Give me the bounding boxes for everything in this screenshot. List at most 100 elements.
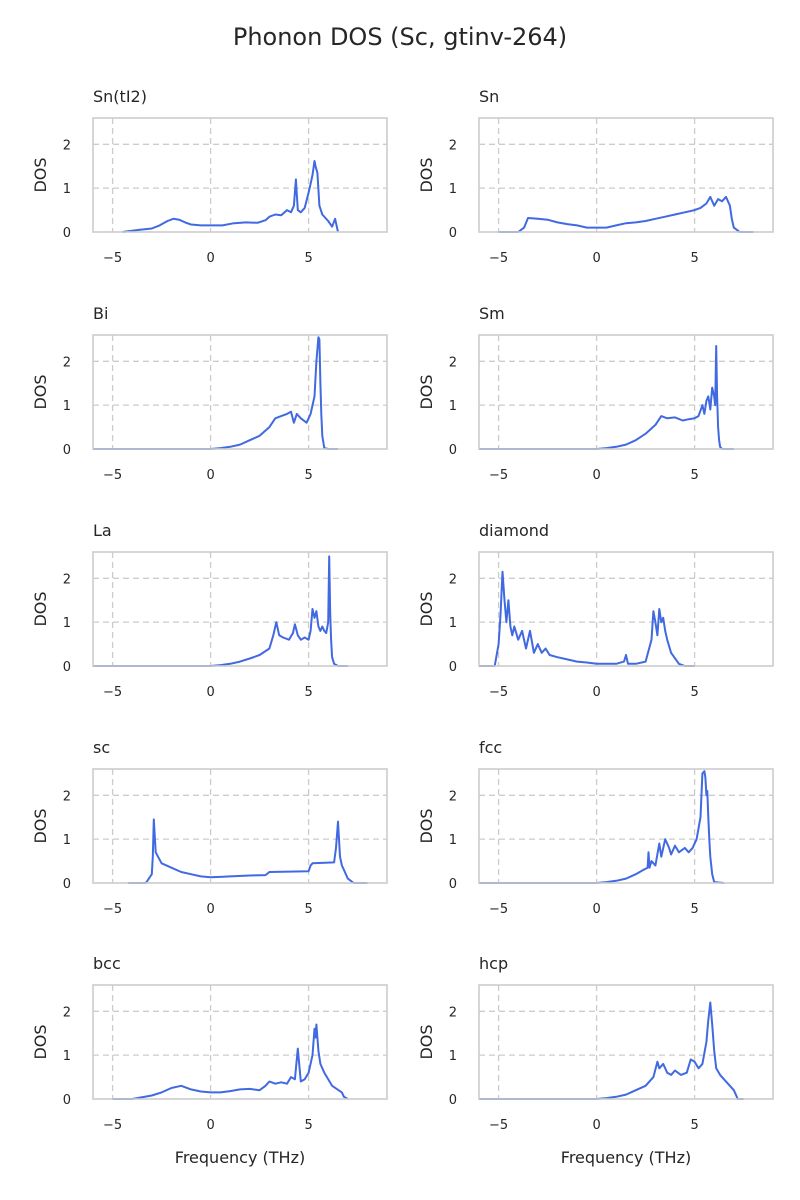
x-tick-label: −5 (489, 902, 508, 917)
x-tick-label: −5 (489, 251, 508, 266)
panel-title: Sn(tI2) (93, 87, 147, 106)
plot-frame (92, 551, 388, 667)
y-tick-label: 2 (63, 1005, 71, 1020)
y-tick-label: 1 (449, 1049, 457, 1064)
y-tick-label: 1 (449, 616, 457, 631)
panel-9: −5 0 5 0 1 2 bcc DOS Frequency (THz) (31, 954, 388, 1167)
panel-title: hcp (479, 954, 508, 973)
x-tick-label: 0 (592, 685, 600, 700)
y-tick-label: 2 (63, 572, 71, 587)
dos-series-line (93, 555, 348, 667)
panel-5: −5 0 5 0 1 2 La DOS (31, 521, 388, 700)
panel-title: sc (93, 738, 110, 757)
x-tick-label: 5 (304, 251, 312, 266)
y-tick-label: 1 (63, 1049, 71, 1064)
y-tick-label: 2 (63, 138, 71, 153)
y-tick-label: 2 (449, 789, 457, 804)
y-tick-label: 1 (449, 833, 457, 848)
x-tick-label: −5 (103, 902, 122, 917)
panel-title: diamond (479, 521, 549, 540)
panel-8: −5 0 5 0 1 2 fcc DOS (417, 738, 774, 917)
panel-6: −5 0 5 0 1 2 diamond DOS (417, 521, 774, 700)
plot-frame (478, 117, 774, 233)
panel-7: −5 0 5 0 1 2 sc DOS (31, 738, 388, 917)
x-tick-label: 0 (592, 902, 600, 917)
x-tick-label: 0 (206, 902, 214, 917)
x-tick-label: 5 (690, 251, 698, 266)
y-axis-label: DOS (31, 157, 50, 192)
x-tick-label: 0 (206, 251, 214, 266)
panel-4: −5 0 5 0 1 2 Sm DOS (417, 304, 774, 483)
y-axis-label: DOS (417, 808, 436, 843)
x-tick-label: 5 (304, 468, 312, 483)
y-tick-label: 1 (449, 399, 457, 414)
x-axis-label: Frequency (THz) (175, 1148, 305, 1167)
x-tick-label: 0 (206, 685, 214, 700)
x-axis-label: Frequency (THz) (561, 1148, 691, 1167)
panel-2: −5 0 5 0 1 2 Sn DOS (417, 87, 774, 266)
dos-series-line (498, 195, 754, 233)
dos-series-line (479, 570, 695, 667)
plot-frame (92, 984, 388, 1100)
y-tick-label: 1 (63, 616, 71, 631)
x-tick-label: −5 (489, 685, 508, 700)
y-tick-label: 0 (449, 226, 457, 241)
x-tick-label: −5 (103, 1118, 122, 1133)
y-axis-label: DOS (31, 808, 50, 843)
plot-frame (92, 334, 388, 450)
plot-frame (92, 117, 388, 233)
plot-frame (478, 551, 774, 667)
y-axis-label: DOS (417, 1024, 436, 1059)
panel-title: Sn (479, 87, 499, 106)
y-axis-label: DOS (31, 374, 50, 409)
panel-title: La (93, 521, 112, 540)
x-tick-label: 5 (304, 685, 312, 700)
y-axis-label: DOS (417, 374, 436, 409)
y-tick-label: 0 (449, 1093, 457, 1108)
y-tick-label: 0 (449, 877, 457, 892)
y-tick-label: 0 (63, 443, 71, 458)
y-tick-label: 0 (63, 877, 71, 892)
x-tick-label: 0 (592, 251, 600, 266)
x-tick-label: 5 (690, 468, 698, 483)
dos-series-line (479, 345, 734, 450)
panel-10: −5 0 5 0 1 2 hcp DOS Frequency (THz) (417, 954, 774, 1167)
dos-series-line (479, 770, 725, 884)
panel-title: Bi (93, 304, 108, 323)
panel-title: bcc (93, 954, 121, 973)
y-tick-label: 2 (63, 355, 71, 370)
y-tick-label: 0 (449, 660, 457, 675)
x-tick-label: −5 (103, 251, 122, 266)
x-tick-label: 5 (690, 685, 698, 700)
y-tick-label: 1 (63, 833, 71, 848)
plot-frame (478, 334, 774, 450)
figure-title: Phonon DOS (Sc, gtinv-264) (233, 23, 567, 51)
plot-frame (478, 768, 774, 884)
y-tick-label: 1 (63, 182, 71, 197)
x-tick-label: 0 (592, 468, 600, 483)
y-tick-label: 2 (449, 1005, 457, 1020)
y-tick-label: 2 (63, 789, 71, 804)
y-tick-label: 0 (63, 660, 71, 675)
x-tick-label: −5 (489, 468, 508, 483)
y-tick-label: 2 (449, 572, 457, 587)
y-tick-label: 0 (63, 226, 71, 241)
panel-1: −5 0 5 0 1 2 Sn(tI2) DOS (31, 87, 388, 266)
x-tick-label: −5 (489, 1118, 508, 1133)
plot-frame (92, 768, 388, 884)
y-tick-label: 1 (449, 182, 457, 197)
y-tick-label: 0 (449, 443, 457, 458)
dos-series-line (128, 818, 368, 884)
x-tick-label: 5 (690, 902, 698, 917)
panel-title: Sm (479, 304, 505, 323)
y-tick-label: 0 (63, 1093, 71, 1108)
x-tick-label: 5 (304, 902, 312, 917)
x-tick-label: 0 (206, 468, 214, 483)
x-tick-label: −5 (103, 685, 122, 700)
x-tick-label: 0 (592, 1118, 600, 1133)
x-tick-label: 5 (304, 1118, 312, 1133)
y-tick-label: 2 (449, 138, 457, 153)
dos-series-line (122, 160, 339, 233)
x-tick-label: 0 (206, 1118, 214, 1133)
y-axis-label: DOS (31, 1024, 50, 1059)
